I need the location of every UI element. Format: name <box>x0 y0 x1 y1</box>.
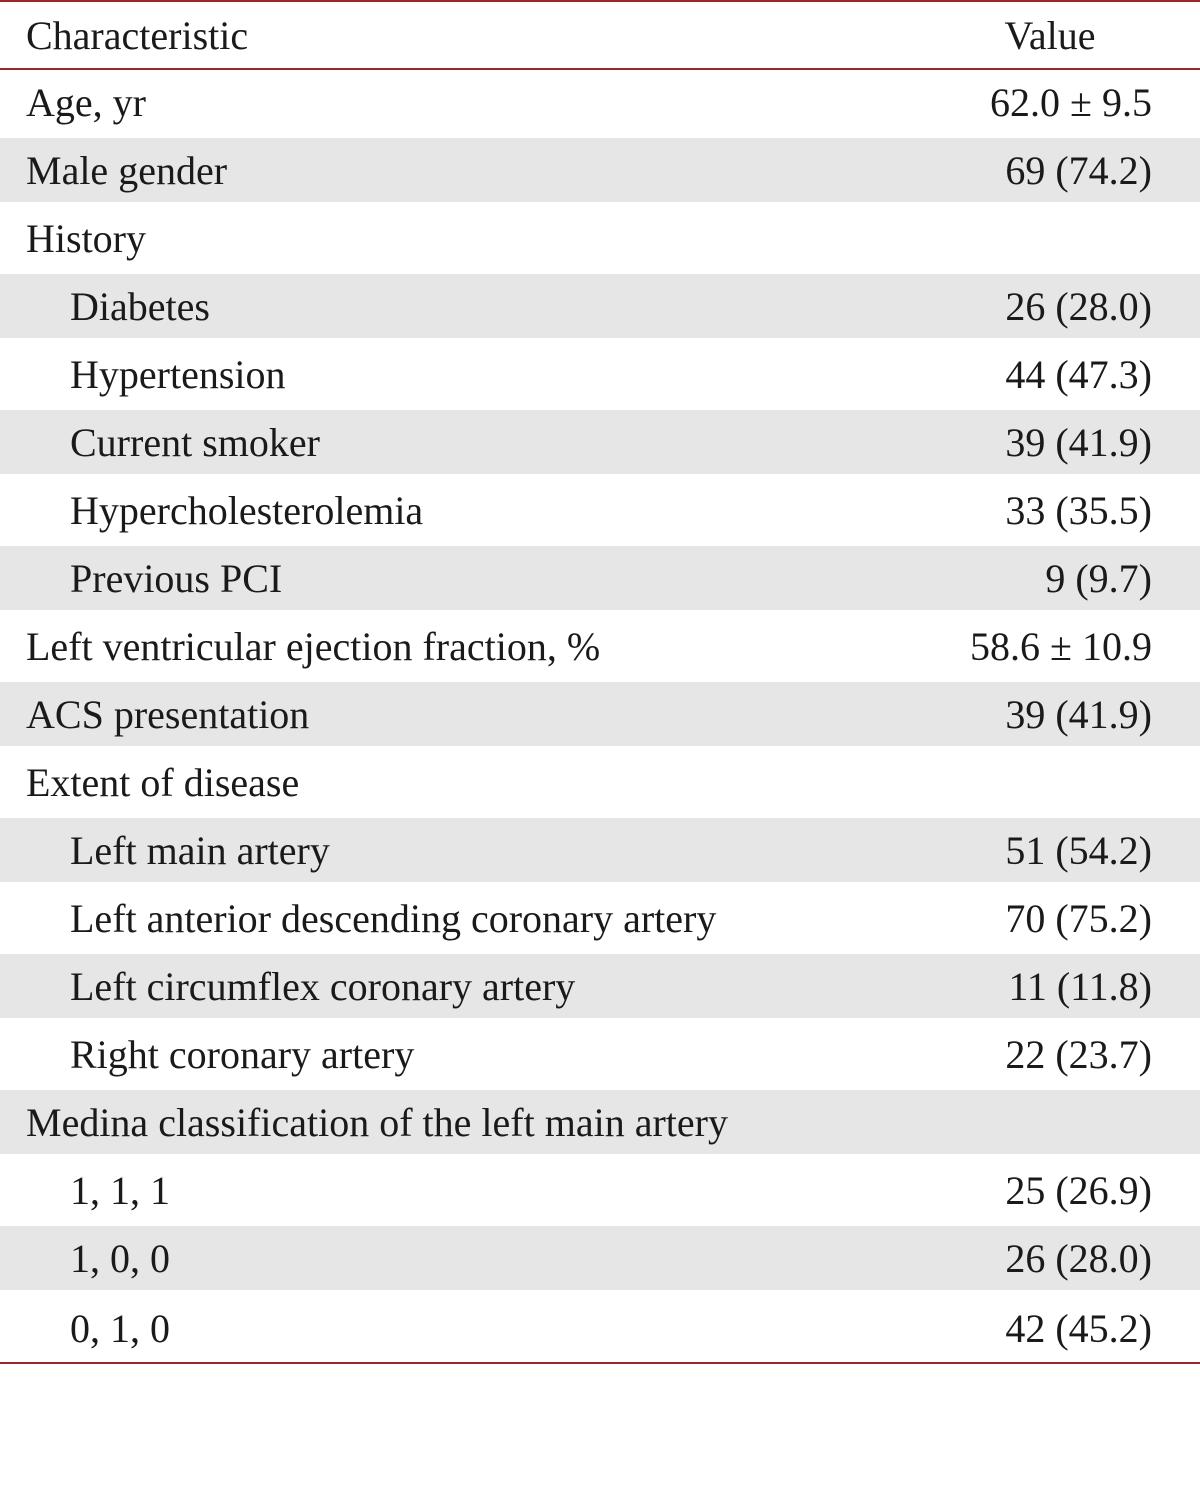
table-row: Medina classification of the left main a… <box>0 1090 1200 1158</box>
table-row: Left main artery51 (54.2) <box>0 818 1200 886</box>
row-value: 69 (74.2) <box>822 147 1200 194</box>
row-label: Hypercholesterolemia <box>0 487 822 534</box>
row-value: 58.6 ± 10.9 <box>822 623 1200 670</box>
row-label: Age, yr <box>0 79 822 126</box>
row-value: 70 (75.2) <box>822 895 1200 942</box>
row-value: 39 (41.9) <box>822 419 1200 466</box>
row-value: 39 (41.9) <box>822 691 1200 738</box>
row-label: Left ventricular ejection fraction, % <box>0 623 822 670</box>
row-value: 9 (9.7) <box>822 555 1200 602</box>
row-label: History <box>0 215 822 262</box>
col-header-value: Value <box>900 12 1200 59</box>
table-row: History <box>0 206 1200 274</box>
characteristics-table: Characteristic Value Age, yr62.0 ± 9.5Ma… <box>0 0 1200 1364</box>
row-label: Left circumflex coronary artery <box>0 963 822 1010</box>
table-row: ACS presentation39 (41.9) <box>0 682 1200 750</box>
row-label: Diabetes <box>0 283 822 330</box>
row-label: ACS presentation <box>0 691 822 738</box>
row-label: Hypertension <box>0 351 822 398</box>
table-body: Age, yr62.0 ± 9.5Male gender69 (74.2)His… <box>0 70 1200 1362</box>
table-row: 0, 1, 042 (45.2) <box>0 1294 1200 1362</box>
row-value: 62.0 ± 9.5 <box>822 79 1200 126</box>
table-row: Right coronary artery22 (23.7) <box>0 1022 1200 1090</box>
row-value: 25 (26.9) <box>822 1167 1200 1214</box>
row-label: Previous PCI <box>0 555 822 602</box>
table-row: Age, yr62.0 ± 9.5 <box>0 70 1200 138</box>
table-row: Extent of disease <box>0 750 1200 818</box>
table-row: 1, 1, 125 (26.9) <box>0 1158 1200 1226</box>
table-bottom-rule <box>0 1362 1200 1364</box>
table-row: Previous PCI9 (9.7) <box>0 546 1200 614</box>
row-value: 22 (23.7) <box>822 1031 1200 1078</box>
col-header-characteristic: Characteristic <box>0 12 900 59</box>
table-row: Current smoker39 (41.9) <box>0 410 1200 478</box>
table-row: Left anterior descending coronary artery… <box>0 886 1200 954</box>
table-row: Diabetes26 (28.0) <box>0 274 1200 342</box>
row-value: 42 (45.2) <box>822 1305 1200 1352</box>
row-label: Medina classification of the left main a… <box>0 1099 822 1146</box>
table-row: Left ventricular ejection fraction, %58.… <box>0 614 1200 682</box>
row-label: Male gender <box>0 147 822 194</box>
row-value: 51 (54.2) <box>822 827 1200 874</box>
row-label: Right coronary artery <box>0 1031 822 1078</box>
row-value: 11 (11.8) <box>822 963 1200 1010</box>
table-row: Left circumflex coronary artery11 (11.8) <box>0 954 1200 1022</box>
table-row: Male gender69 (74.2) <box>0 138 1200 206</box>
table-row: 1, 0, 026 (28.0) <box>0 1226 1200 1294</box>
table-row: Hypercholesterolemia33 (35.5) <box>0 478 1200 546</box>
row-label: 1, 1, 1 <box>0 1167 822 1214</box>
row-label: 1, 0, 0 <box>0 1235 822 1282</box>
row-value: 33 (35.5) <box>822 487 1200 534</box>
row-label: Left main artery <box>0 827 822 874</box>
row-label: Current smoker <box>0 419 822 466</box>
row-label: Left anterior descending coronary artery <box>0 895 822 942</box>
row-value: 26 (28.0) <box>822 283 1200 330</box>
row-label: Extent of disease <box>0 759 822 806</box>
row-label: 0, 1, 0 <box>0 1305 822 1352</box>
row-value: 44 (47.3) <box>822 351 1200 398</box>
table-header-row: Characteristic Value <box>0 0 1200 70</box>
table-row: Hypertension44 (47.3) <box>0 342 1200 410</box>
row-value: 26 (28.0) <box>822 1235 1200 1282</box>
